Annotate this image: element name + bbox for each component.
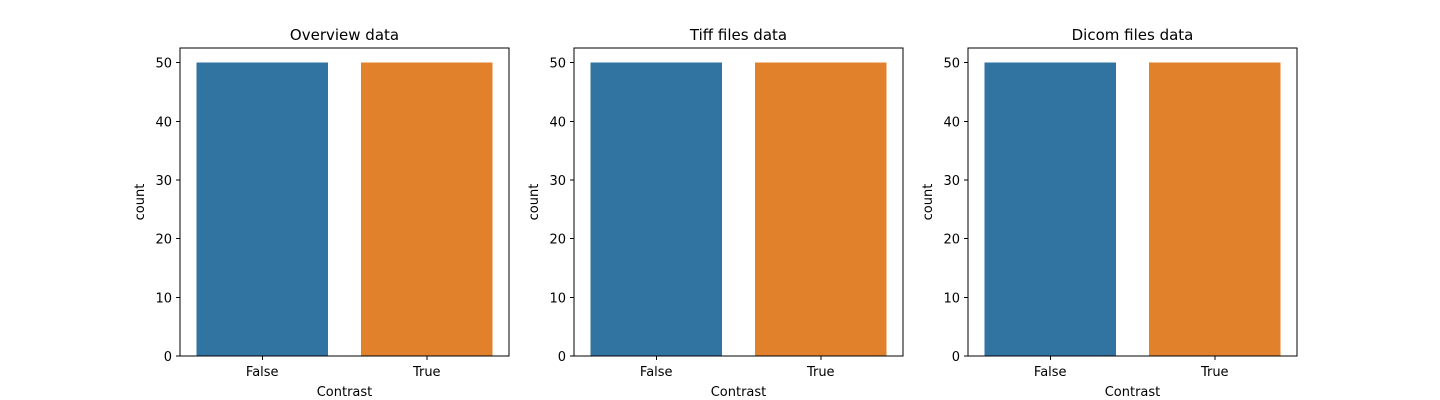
x-tick-label: True (1200, 365, 1229, 380)
y-tick-label: 30 (943, 174, 960, 189)
x-axis-label: Contrast (711, 385, 767, 400)
y-tick-label: 30 (155, 174, 172, 189)
axes-frame (967, 47, 1298, 357)
y-tick-label: 10 (943, 291, 960, 306)
y-axis-label: count (527, 184, 542, 221)
bar-true (754, 62, 887, 357)
x-axis-label: Contrast (317, 385, 373, 400)
y-tick-label: 10 (549, 291, 566, 306)
subplot-3: False True 0 10 20 30 40 50 Dicom files data Cont… (921, 26, 1298, 400)
bar-false (984, 62, 1117, 357)
x-tick-label: True (806, 365, 835, 380)
y-tick-label: 0 (952, 350, 960, 365)
x-tick-label: False (246, 365, 279, 380)
y-tick-label: 20 (549, 233, 566, 248)
axes-frame (573, 47, 904, 357)
x-tick-label: False (1034, 365, 1067, 380)
chart-title: Overview data (290, 26, 399, 44)
subplot-1: False True 0 10 20 30 40 50 Overview data Contras… (133, 26, 510, 400)
y-tick-label: 20 (943, 233, 960, 248)
x-axis-label: Contrast (1105, 385, 1161, 400)
bar-true (1148, 62, 1281, 357)
bar-true (360, 62, 493, 357)
bar-false (590, 62, 723, 357)
y-axis-label: count (921, 184, 936, 221)
bar-false (196, 62, 329, 357)
y-tick-label: 40 (943, 115, 960, 130)
x-tick-label: True (412, 365, 441, 380)
y-axis-label: count (133, 184, 148, 221)
y-tick-label: 0 (558, 350, 566, 365)
axes-frame (179, 47, 510, 357)
y-tick-label: 50 (155, 57, 172, 72)
y-tick-label: 40 (549, 115, 566, 130)
y-tick-label: 30 (549, 174, 566, 189)
y-tick-label: 50 (943, 57, 960, 72)
chart-title: Dicom files data (1072, 26, 1194, 44)
subplot-2: False True 0 10 20 30 40 50 Tiff files data Contr… (527, 26, 904, 400)
y-tick-label: 50 (549, 57, 566, 72)
y-tick-label: 20 (155, 233, 172, 248)
y-tick-label: 40 (155, 115, 172, 130)
y-tick-label: 0 (164, 350, 172, 365)
x-tick-label: False (640, 365, 673, 380)
chart-title: Tiff files data (689, 26, 787, 44)
y-tick-label: 10 (155, 291, 172, 306)
